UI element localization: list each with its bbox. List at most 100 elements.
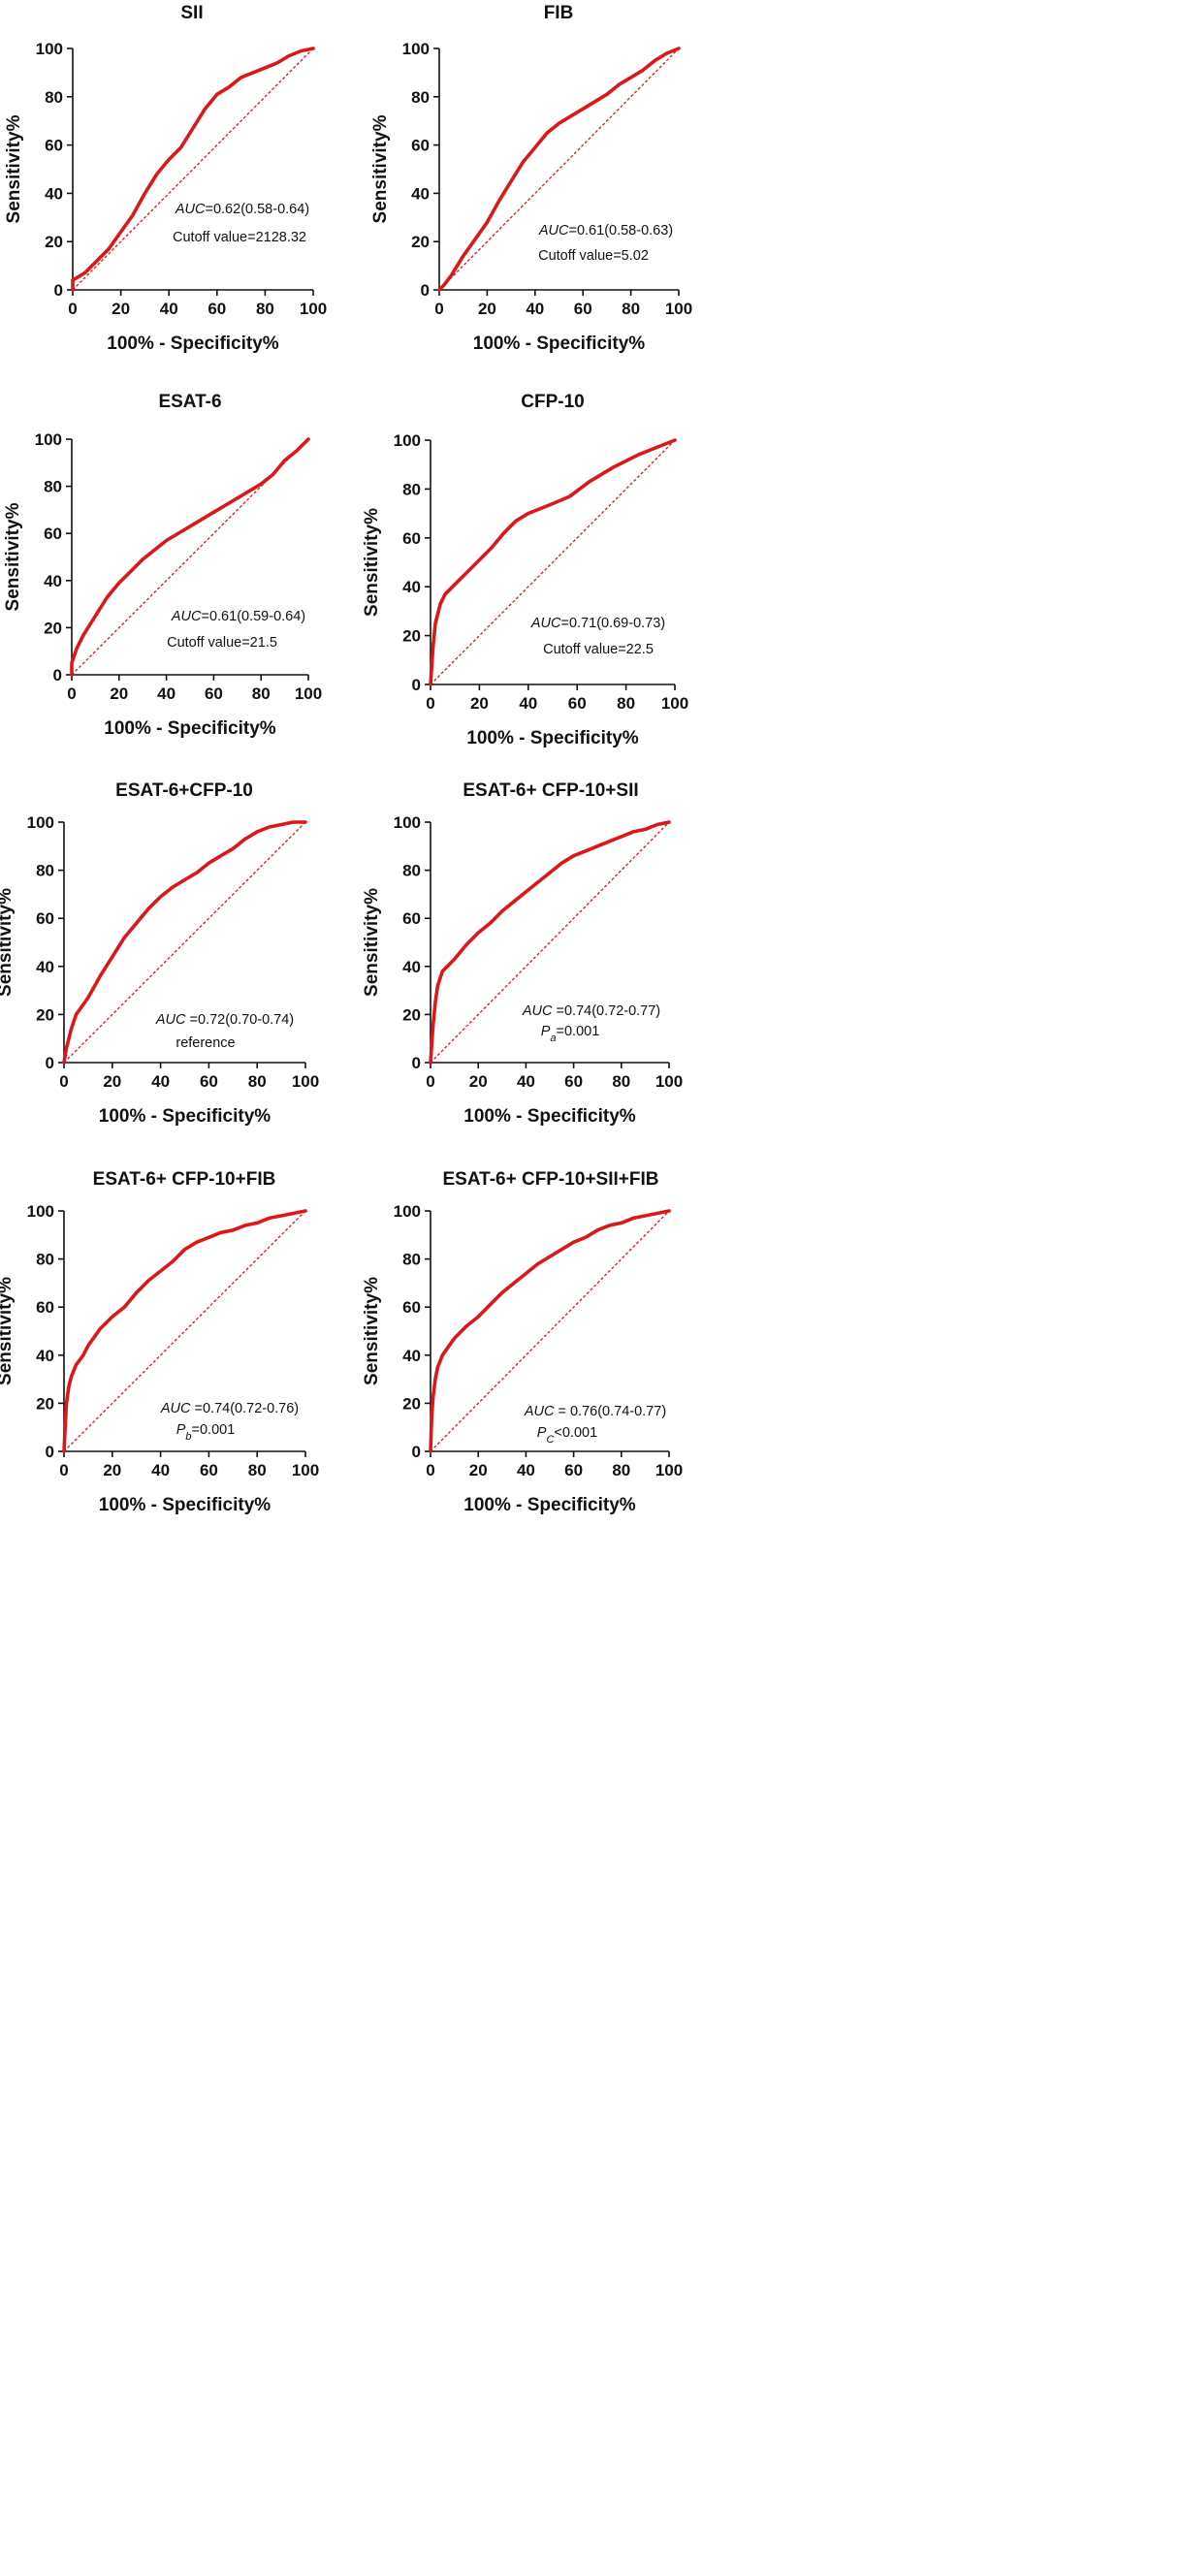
auc-annotation: AUC=0.61(0.59-0.64) (171, 609, 305, 624)
annotation-part: P (176, 1422, 186, 1438)
x-tick-label: 80 (252, 684, 271, 703)
y-tick-label: 60 (402, 529, 421, 548)
y-axis-label: Sensitivity% (370, 114, 391, 223)
y-tick-label: 0 (412, 676, 421, 694)
y-tick-label: 40 (36, 1347, 54, 1365)
y-tick-label: 100 (36, 40, 63, 58)
x-tick-label: 80 (256, 300, 274, 318)
annotation-part: Cutoff value=5.02 (538, 248, 649, 264)
roc-curve-line (429, 438, 677, 686)
y-tick-label: 100 (27, 813, 54, 832)
annotation-part: P (541, 1024, 551, 1039)
y-tick-label: 20 (36, 1005, 54, 1024)
x-tick-label: 20 (469, 1072, 488, 1091)
reference-diagonal-line (438, 48, 680, 291)
annotation-part: AUC (530, 616, 561, 631)
annotation-part: =0.62(0.58-0.64) (206, 202, 310, 217)
x-tick-label: 0 (67, 684, 76, 703)
annotation-part: =0.71(0.69-0.73) (561, 616, 666, 631)
x-tick-label: 60 (564, 1461, 583, 1479)
y-axis-label: Sensitivity% (0, 888, 16, 997)
chart-title: ESAT-6 (158, 392, 221, 412)
annotation-subscript: C (546, 1434, 554, 1446)
x-tick-label: 100 (655, 1461, 683, 1479)
y-tick-label: 60 (402, 909, 421, 928)
x-tick-label: 60 (574, 300, 592, 318)
y-tick-label: 40 (36, 958, 54, 976)
x-tick-label: 0 (59, 1072, 68, 1091)
chart-title: ESAT-6+ CFP-10+SII (463, 780, 638, 801)
roc-panel: FIB 0 20 40 60 80 100 0 20 40 60 80 100 100% - Specif… (370, 3, 692, 354)
x-tick-label: 100 (300, 300, 327, 318)
x-tick-label: 100 (292, 1072, 319, 1091)
auc-annotation: AUC = 0.76(0.74-0.77) (524, 1404, 666, 1419)
roc-curve-line (429, 820, 671, 1065)
roc-panel: ESAT-6+ CFP-10+SII+FIB 0 20 40 60 80 100 0 20 40 6… (362, 1169, 683, 1515)
y-tick-label: 100 (402, 40, 430, 58)
reference-diagonal-line (63, 821, 306, 1064)
y-tick-label: 100 (394, 1202, 421, 1221)
x-axis-label: 100% - Specificity% (463, 1495, 636, 1515)
x-tick-label: 80 (612, 1072, 630, 1091)
y-tick-label: 60 (45, 137, 63, 155)
y-tick-label: 60 (402, 1298, 421, 1317)
y-tick-label: 20 (44, 619, 62, 637)
roc-panel: ESAT-6+ CFP-10+SII 0 20 40 60 80 100 0 20 40 60 80 1… (362, 780, 683, 1127)
x-tick-label: 60 (205, 684, 223, 703)
auc-annotation: AUC=0.61(0.58-0.63) (538, 223, 673, 239)
y-tick-label: 80 (402, 480, 421, 498)
y-tick-label: 80 (36, 1251, 54, 1269)
roc-figure: SII 0 20 40 60 80 100 0 20 40 60 80 100 100% - Specif… (0, 3, 692, 1515)
reference-diagonal-line (430, 1210, 670, 1452)
annotation-part: Cutoff value=22.5 (543, 642, 654, 657)
auc-annotation: AUC =0.74(0.72-0.77) (522, 1003, 660, 1019)
x-tick-label: 60 (564, 1072, 583, 1091)
y-axis-label: Sensitivity% (362, 888, 382, 997)
y-tick-label: 0 (412, 1054, 421, 1072)
reference-diagonal-line (63, 1210, 306, 1452)
x-tick-label: 80 (248, 1072, 267, 1091)
x-tick-label: 100 (295, 684, 322, 703)
x-axis-label: 100% - Specificity% (473, 334, 646, 354)
y-tick-label: 0 (412, 1443, 421, 1461)
y-tick-label: 40 (402, 578, 421, 596)
auc-annotation: AUC=0.62(0.58-0.64) (175, 202, 309, 217)
x-tick-label: 60 (568, 694, 587, 713)
y-tick-label: 40 (402, 958, 421, 976)
x-tick-label: 20 (103, 1072, 121, 1091)
secondary-annotation: Cutoff value=21.5 (167, 635, 277, 651)
x-tick-label: 0 (434, 300, 443, 318)
x-tick-label: 0 (426, 1072, 434, 1091)
chart-title: ESAT-6+ CFP-10+SII+FIB (443, 1169, 659, 1190)
x-tick-label: 20 (469, 1461, 488, 1479)
y-tick-label: 20 (36, 1394, 54, 1413)
x-tick-label: 0 (426, 694, 434, 713)
y-tick-label: 40 (402, 1347, 421, 1365)
x-tick-label: 100 (661, 694, 688, 713)
x-tick-label: 80 (612, 1461, 630, 1479)
x-tick-label: 0 (59, 1461, 68, 1479)
annotation-part: AUC (522, 1003, 553, 1019)
annotation-part: =0.72(0.70-0.74) (185, 1012, 294, 1028)
annotation-part: AUC (538, 223, 569, 239)
annotation-part: P (537, 1425, 547, 1441)
roc-panel: CFP-10 0 20 40 60 80 100 0 20 40 60 80 100 100% - Spe… (362, 392, 688, 748)
x-axis-label: 100% - Specificity% (466, 728, 639, 748)
secondary-annotation: Cutoff value=22.5 (543, 642, 654, 657)
secondary-annotation: Pa=0.001 (541, 1024, 600, 1044)
x-tick-label: 40 (160, 300, 178, 318)
secondary-annotation: Cutoff value=2128.32 (173, 230, 306, 245)
auc-annotation: AUC =0.74(0.72-0.76) (160, 1401, 299, 1416)
roc-curve-line (437, 47, 681, 292)
x-tick-label: 40 (157, 684, 176, 703)
y-tick-label: 100 (27, 1202, 54, 1221)
x-tick-label: 60 (200, 1461, 218, 1479)
y-tick-label: 100 (35, 430, 62, 449)
annotation-part: =0.74(0.72-0.77) (552, 1003, 660, 1019)
y-axis-label: Sensitivity% (4, 114, 24, 223)
y-tick-label: 0 (54, 281, 63, 300)
y-tick-label: 0 (53, 666, 62, 684)
annotation-subscript: b (185, 1431, 191, 1443)
x-axis-label: 100% - Specificity% (99, 1495, 272, 1515)
y-axis-label: Sensitivity% (0, 1277, 16, 1385)
